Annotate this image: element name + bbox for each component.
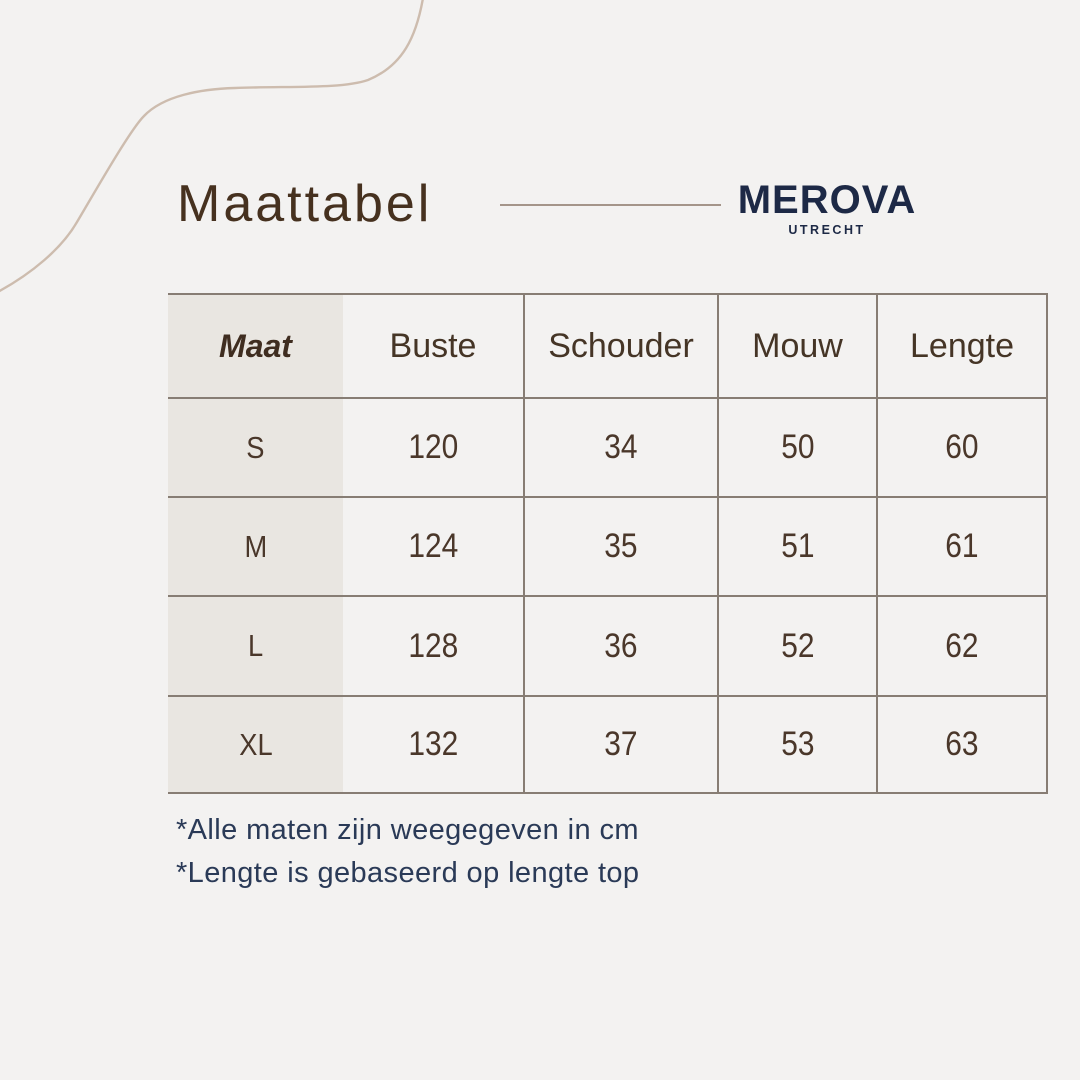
size-label-cell: M	[168, 497, 343, 596]
footnote-length: *Lengte is gebaseerd op lengte top	[176, 857, 640, 889]
header-maat: Maat	[168, 294, 343, 398]
measurement-cell: 128	[343, 596, 525, 696]
brand-name: MEROVA	[737, 178, 917, 222]
size-table: Maat Buste Schouder Mouw Lengte S 120 34…	[168, 293, 1048, 794]
footnotes: *Alle maten zijn weegegeven in cm *Lengt…	[176, 809, 639, 895]
table-row-s: S 120 34 50 60	[168, 398, 1048, 497]
measurement-cell: 50	[718, 398, 878, 497]
page-title: Maattabel	[177, 175, 433, 233]
measurement-cell: 60	[877, 398, 1048, 497]
header-mouw: Mouw	[718, 294, 878, 398]
footnote-units: *Alle maten zijn weegegeven in cm	[176, 814, 639, 846]
measurement-cell: 62	[877, 596, 1048, 696]
measurement-cell: 37	[524, 696, 719, 793]
decorative-curve	[0, 0, 424, 293]
measurement-cell: 63	[877, 696, 1048, 793]
measurement-cell: 53	[718, 696, 878, 793]
measurement-cell: 120	[343, 398, 525, 497]
brand-city: UTRECHT	[788, 223, 866, 237]
measurement-cell: 51	[718, 497, 878, 596]
measurement-cell: 35	[524, 497, 719, 596]
header-buste: Buste	[343, 294, 525, 398]
table-row-l: L 128 36 52 62	[168, 596, 1048, 696]
measurement-cell: 34	[524, 398, 719, 497]
measurement-cell: 132	[343, 696, 525, 793]
table-row-xl: XL 132 37 53 63	[168, 696, 1048, 793]
table-row-m: M 124 35 51 61	[168, 497, 1048, 596]
measurement-cell: 61	[877, 497, 1048, 596]
measurement-cell: 52	[718, 596, 878, 696]
header-schouder: Schouder	[524, 294, 719, 398]
title-divider	[500, 204, 721, 206]
measurement-cell: 36	[524, 596, 719, 696]
size-label-cell: L	[168, 596, 343, 696]
brand-logo: MEROVA UTRECHT	[727, 180, 927, 237]
size-label-cell: XL	[168, 696, 343, 793]
measurement-cell: 124	[343, 497, 525, 596]
table-header-row: Maat Buste Schouder Mouw Lengte	[168, 294, 1048, 398]
header-lengte: Lengte	[877, 294, 1048, 398]
size-label-cell: S	[168, 398, 343, 497]
